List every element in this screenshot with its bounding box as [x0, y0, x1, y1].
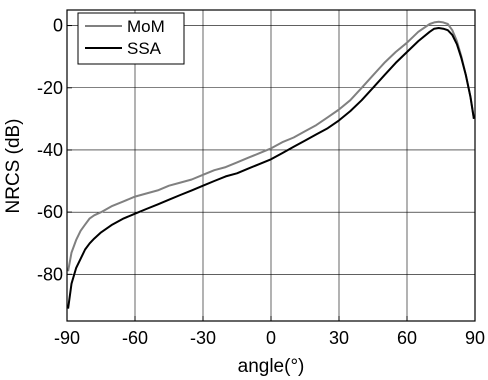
- y-tick-label: -60: [37, 202, 63, 222]
- y-axis-label: NRCS (dB): [3, 118, 24, 213]
- x-axis-label: angle(°): [238, 356, 305, 377]
- x-tick-label: 90: [465, 328, 485, 348]
- y-tick-label: 0: [53, 16, 63, 36]
- axis-ticks: [66, 25, 476, 321]
- x-tick-label: -60: [122, 328, 148, 348]
- x-tick-label: -90: [54, 328, 80, 348]
- x-tick-label: -30: [190, 328, 216, 348]
- x-tick-label: 30: [329, 328, 349, 348]
- y-tick-label: -80: [37, 264, 63, 284]
- x-tick-label: 60: [397, 328, 417, 348]
- legend-label-ssa: SSA: [127, 39, 162, 58]
- legend-label-mom: MoM: [127, 17, 165, 36]
- y-tick-labels: 0 -20 -40 -60 -80: [37, 16, 63, 285]
- y-tick-label: -20: [37, 78, 63, 98]
- series-line-ssa: [67, 27, 475, 309]
- series-lines: [67, 20, 475, 309]
- y-tick-label: -40: [37, 140, 63, 160]
- legend: MoM SSA: [77, 12, 185, 65]
- series-line-mom: [67, 20, 475, 272]
- legend-box: [77, 12, 185, 65]
- x-tick-label: 0: [266, 328, 276, 348]
- x-tick-labels: -90 -60 -30 0 30 60 90: [54, 328, 485, 348]
